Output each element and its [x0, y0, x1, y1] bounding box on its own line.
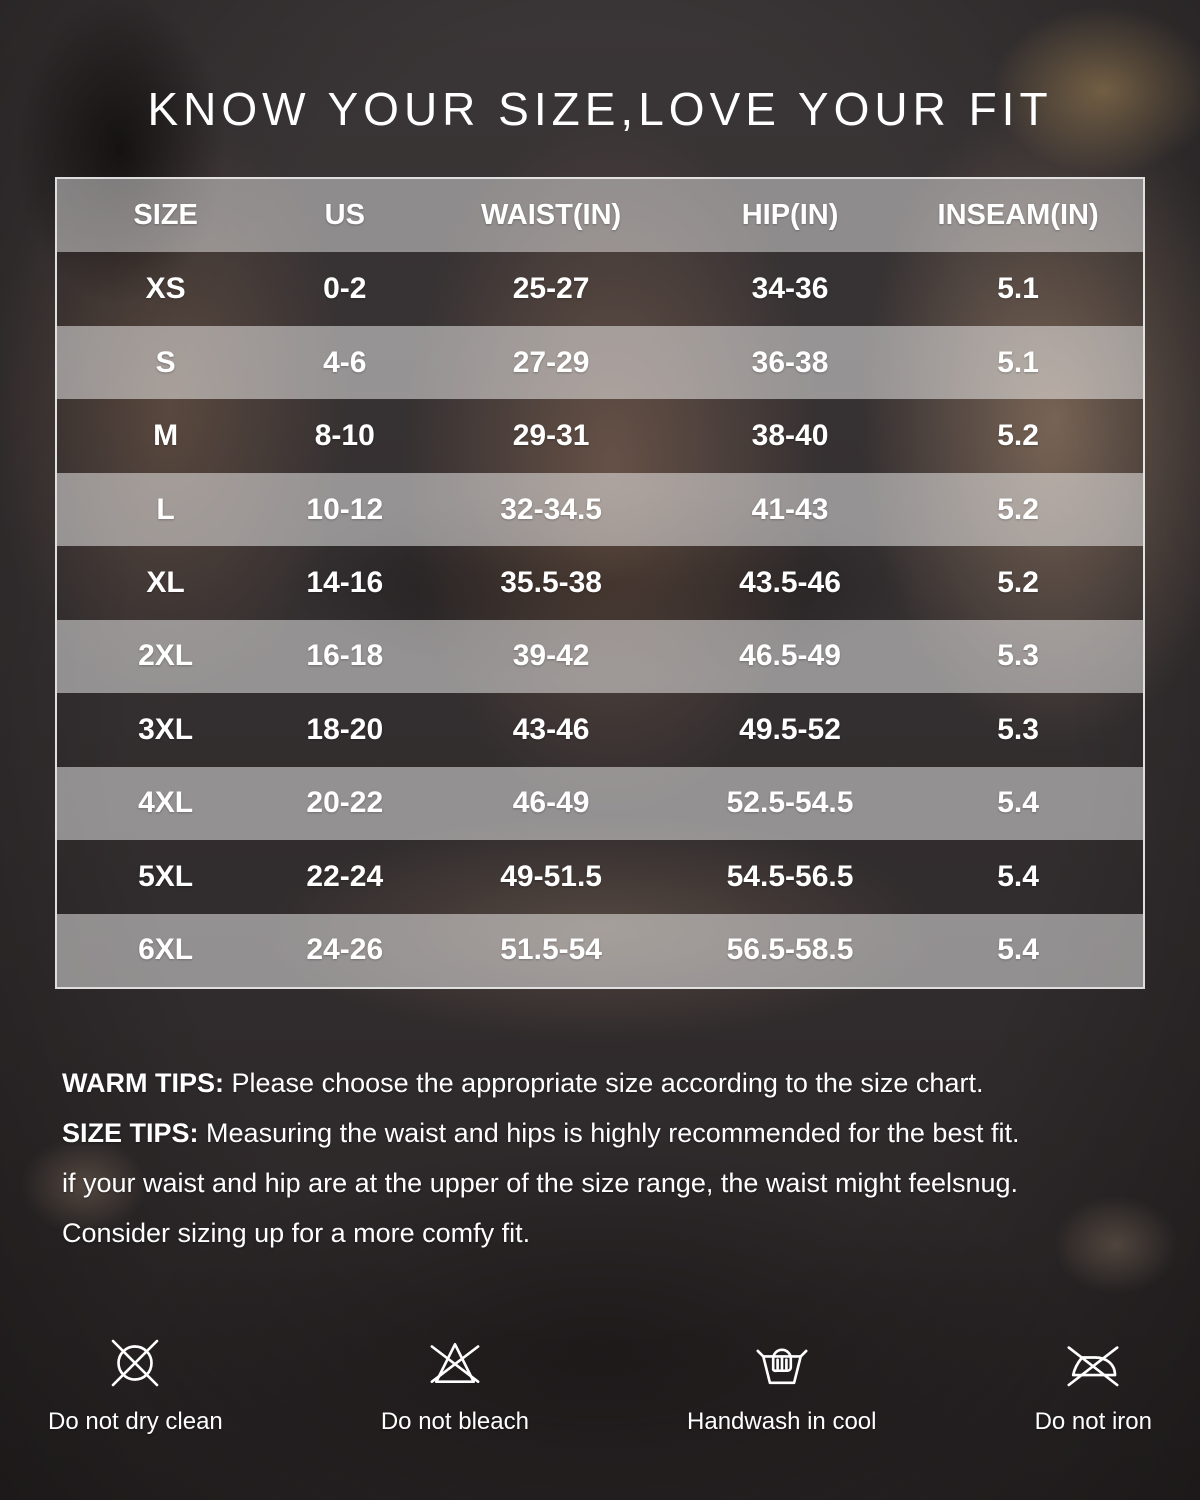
- table-cell: 5.4: [997, 933, 1039, 967]
- table-row: 6XL 24-26 51.5-54 56.5-58.5 5.4: [57, 913, 1143, 987]
- tips-section: WARM TIPS: Please choose the appropriate…: [62, 1058, 1162, 1258]
- table-header-row: SIZE US WAIST(IN) HIP(IN) INSEAM(IN): [57, 179, 1143, 253]
- care-item-label: Do not bleach: [380, 1408, 529, 1435]
- table-cell: 35.5-38: [500, 565, 602, 599]
- column-header-inseam: INSEAM(IN): [937, 199, 1099, 232]
- table-cell: 56.5-58.5: [726, 933, 854, 967]
- column-header-us: US: [324, 199, 365, 232]
- size-tips-text: Measuring the waist and hips is highly r…: [206, 1118, 1020, 1148]
- table-cell: 5.2: [997, 492, 1039, 526]
- table-cell: 49.5-52: [739, 712, 841, 746]
- table-cell: 29-31: [512, 419, 590, 453]
- size-table: SIZE US WAIST(IN) HIP(IN) INSEAM(IN) XS 0…: [55, 177, 1145, 989]
- table-cell: 25-27: [512, 272, 590, 306]
- table-cell: 5XL: [138, 859, 194, 893]
- table-cell: 5.1: [997, 272, 1039, 306]
- table-cell: XS: [145, 272, 186, 306]
- tips-line-4: Consider sizing up for a more comfy fit.: [62, 1218, 531, 1248]
- table-cell: 46-49: [512, 786, 590, 820]
- table-cell: 4XL: [138, 786, 194, 820]
- care-item-do-not-iron: Do not iron: [1035, 1330, 1152, 1436]
- table-cell: 54.5-56.5: [726, 859, 854, 893]
- care-item-label: Do not iron: [1034, 1408, 1152, 1435]
- table-cell: 46.5-49: [739, 639, 841, 673]
- table-cell: 20-22: [306, 786, 384, 820]
- do-not-dry-clean-icon: [112, 1339, 159, 1387]
- do-not-iron-icon: [1067, 1346, 1119, 1387]
- table-cell: 18-20: [306, 712, 384, 746]
- table-cell: L: [156, 492, 175, 526]
- table-row: 4XL 20-22 46-49 52.5-54.5 5.4: [57, 766, 1143, 841]
- care-item-label: Do not dry clean: [48, 1408, 223, 1435]
- table-cell: 2XL: [138, 639, 194, 673]
- column-header-waist: WAIST(IN): [481, 199, 622, 232]
- care-item-do-not-dry-clean: Do not dry clean: [48, 1330, 223, 1436]
- table-cell: 14-16: [306, 565, 384, 599]
- table-cell: 32-34.5: [500, 492, 602, 526]
- table-cell: 49-51.5: [500, 859, 602, 893]
- table-cell: 3XL: [138, 712, 194, 746]
- table-row: 5XL 22-24 49-51.5 54.5-56.5 5.4: [57, 840, 1143, 913]
- tips-line-3: if your waist and hip are at the upper o…: [62, 1168, 1019, 1198]
- handwash-icon: [756, 1348, 808, 1385]
- do-not-bleach-icon: [430, 1342, 480, 1384]
- warm-tips-label: WARM TIPS:: [62, 1068, 224, 1098]
- care-item-do-not-bleach: Do not bleach: [381, 1330, 529, 1436]
- table-cell: 41-43: [751, 492, 829, 526]
- table-cell: 5.2: [997, 419, 1039, 453]
- table-cell: 43-46: [512, 712, 590, 746]
- table-cell: 39-42: [512, 639, 590, 673]
- table-row: M 8-10 29-31 38-40 5.2: [57, 399, 1143, 472]
- table-cell: 51.5-54: [500, 933, 602, 967]
- table-cell: 43.5-46: [739, 565, 841, 599]
- column-header-hip: HIP(IN): [741, 199, 839, 232]
- table-cell: 38-40: [751, 419, 829, 453]
- table-cell: XL: [146, 565, 185, 599]
- page-title: KNOW YOUR SIZE,LOVE YOUR FIT: [147, 83, 1053, 135]
- table-cell: 5.2: [997, 565, 1039, 599]
- size-tips-line: SIZE TIPS: Measuring the waist and hips …: [62, 1108, 1162, 1158]
- table-cell: 34-36: [751, 272, 829, 306]
- table-cell: 4-6: [323, 345, 367, 379]
- table-cell: M: [153, 419, 179, 453]
- table-cell: 5.1: [997, 345, 1039, 379]
- table-row: L 10-12 32-34.5 41-43 5.2: [57, 472, 1143, 547]
- care-item-label: Handwash in cool: [687, 1408, 877, 1435]
- table-cell: 6XL: [138, 933, 194, 967]
- warm-tips-text: Please choose the appropriate size accor…: [231, 1068, 984, 1098]
- table-cell: 27-29: [512, 345, 590, 379]
- table-row: 3XL 18-20 43-46 49.5-52 5.3: [57, 693, 1143, 766]
- table-cell: 22-24: [306, 859, 384, 893]
- table-cell: 10-12: [306, 492, 384, 526]
- table-row: 2XL 16-18 39-42 46.5-49 5.3: [57, 619, 1143, 694]
- table-cell: S: [155, 345, 176, 379]
- care-item-handwash: Handwash in cool: [687, 1330, 876, 1436]
- table-cell: 5.4: [997, 786, 1039, 820]
- table-cell: 5.4: [997, 859, 1039, 893]
- table-cell: 52.5-54.5: [726, 786, 854, 820]
- warm-tips-line: WARM TIPS: Please choose the appropriate…: [62, 1058, 1162, 1108]
- table-cell: 36-38: [751, 345, 829, 379]
- care-instructions: Do not dry clean Do not bleach Handwash …: [0, 1330, 1200, 1436]
- table-row: XL 14-16 35.5-38 43.5-46 5.2: [57, 546, 1143, 619]
- table-cell: 8-10: [314, 419, 375, 453]
- column-header-size: SIZE: [133, 199, 198, 232]
- table-cell: 5.3: [997, 712, 1039, 746]
- table-cell: 0-2: [323, 272, 367, 306]
- size-tips-label: SIZE TIPS:: [62, 1118, 199, 1148]
- table-row: S 4-6 27-29 36-38 5.1: [57, 325, 1143, 400]
- table-cell: 24-26: [306, 933, 384, 967]
- table-cell: 5.3: [997, 639, 1039, 673]
- table-row: XS 0-2 25-27 34-36 5.1: [57, 252, 1143, 325]
- table-cell: 16-18: [306, 639, 384, 673]
